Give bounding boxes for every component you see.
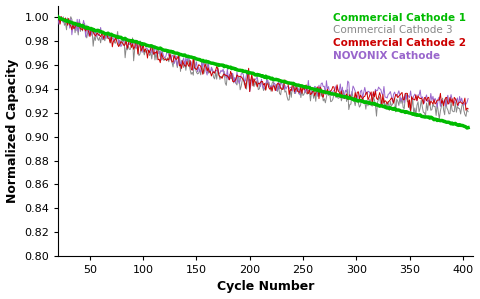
Commercial Cathode 2 (433, 101, 439, 104)
Commercial Cathode 2 (349, 97, 355, 101)
X-axis label: Cycle Number: Cycle Number (217, 280, 314, 293)
NOVONIX Cathode (465, 126, 471, 129)
Commercial Cathode 1 (436, 117, 442, 120)
Commercial Cathode 2 (298, 85, 304, 89)
Line: Commercial Cathode 1: Commercial Cathode 1 (58, 17, 468, 119)
Y-axis label: Normalized Capacity: Normalized Capacity (6, 59, 19, 203)
Commercial Cathode 1 (432, 104, 438, 108)
Commercial Cathode 3 (55, 18, 61, 22)
Commercial Cathode 3 (276, 87, 282, 91)
NOVONIX Cathode (464, 126, 470, 130)
Commercial Cathode 1 (465, 110, 471, 114)
Line: Commercial Cathode 2: Commercial Cathode 2 (58, 16, 468, 111)
Commercial Cathode 2 (55, 16, 61, 20)
Commercial Cathode 3 (349, 91, 355, 94)
Commercial Cathode 3 (434, 105, 440, 109)
Commercial Cathode 1 (219, 76, 225, 79)
Commercial Cathode 2 (465, 107, 471, 111)
NOVONIX Cathode (218, 63, 224, 67)
NOVONIX Cathode (276, 78, 281, 82)
Commercial Cathode 1 (298, 96, 304, 99)
Commercial Cathode 2 (408, 109, 413, 113)
NOVONIX Cathode (348, 96, 354, 100)
Commercial Cathode 3 (57, 15, 63, 19)
Commercial Cathode 3 (465, 97, 471, 100)
NOVONIX Cathode (431, 118, 437, 121)
NOVONIX Cathode (297, 84, 303, 88)
Commercial Cathode 2 (396, 94, 402, 98)
Commercial Cathode 3 (219, 70, 225, 74)
Commercial Cathode 1 (349, 90, 355, 93)
Commercial Cathode 3 (396, 89, 402, 93)
NOVONIX Cathode (395, 108, 401, 112)
Legend: Commercial Cathode 1, Commercial Cathode 3, Commercial Cathode 2, NOVONIX Cathod: Commercial Cathode 1, Commercial Cathode… (331, 11, 468, 63)
NOVONIX Cathode (55, 15, 61, 19)
Commercial Cathode 3 (298, 83, 304, 87)
Commercial Cathode 1 (276, 91, 282, 95)
Commercial Cathode 2 (276, 82, 282, 86)
Line: Commercial Cathode 3: Commercial Cathode 3 (58, 17, 468, 107)
Commercial Cathode 2 (219, 77, 225, 80)
Line: NOVONIX Cathode: NOVONIX Cathode (58, 17, 468, 128)
Commercial Cathode 1 (55, 16, 61, 20)
Commercial Cathode 1 (396, 104, 402, 107)
Commercial Cathode 3 (432, 97, 438, 100)
Commercial Cathode 1 (68, 15, 73, 19)
Commercial Cathode 2 (59, 15, 64, 18)
